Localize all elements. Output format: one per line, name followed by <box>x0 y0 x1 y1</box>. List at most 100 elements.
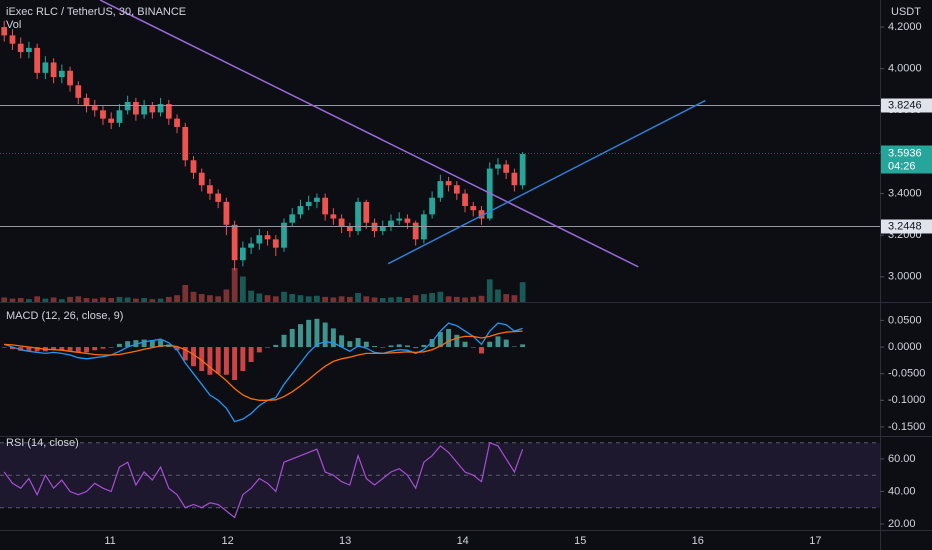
volume-bar <box>346 296 353 302</box>
candle-body <box>363 201 370 223</box>
volume-bar <box>100 297 106 302</box>
volume-bar <box>165 296 172 302</box>
histogram-bar <box>1 347 7 348</box>
volume-bar <box>34 296 41 302</box>
volume-bar <box>157 298 164 302</box>
volume-bar <box>1 297 8 302</box>
volume-bar <box>429 292 436 302</box>
histogram-bar <box>182 347 188 361</box>
volume-bar <box>264 295 271 302</box>
histogram-bar <box>520 344 526 348</box>
macd-line <box>4 322 523 423</box>
candle-body <box>511 172 518 186</box>
candle-body <box>124 101 131 111</box>
x-tick-label: 13 <box>339 535 351 547</box>
histogram-bar <box>388 345 394 348</box>
volume-bar <box>248 290 254 302</box>
histogram-bar <box>470 347 476 348</box>
histogram-bar <box>207 347 213 375</box>
volume-bar <box>379 298 386 302</box>
histogram-bar <box>133 340 139 348</box>
candle-body <box>281 222 287 248</box>
histogram-bar <box>240 347 246 372</box>
y-tick-label: 0.0000 <box>888 341 922 353</box>
volume-bar <box>396 296 403 302</box>
histogram-bar <box>413 347 419 349</box>
trend-line <box>99 0 639 268</box>
volume-bar <box>50 297 57 302</box>
candle-body <box>412 222 419 240</box>
level-label-box <box>881 219 932 234</box>
volume-bar <box>42 298 49 302</box>
histogram-bar <box>372 345 377 348</box>
histogram-bar <box>18 347 24 351</box>
last-price-box <box>881 145 932 174</box>
histogram-bar <box>100 347 106 349</box>
histogram-bar <box>454 334 460 348</box>
x-tick-label: 14 <box>457 535 469 547</box>
candle-body <box>198 172 205 186</box>
histogram-bar <box>421 344 427 348</box>
volume-bar <box>26 299 32 302</box>
histogram-bar <box>26 347 32 352</box>
volume-bar <box>174 295 180 302</box>
histogram-bar <box>289 328 295 348</box>
volume-bar <box>495 289 501 302</box>
x-tick-label: 12 <box>221 535 233 547</box>
histogram-bar <box>75 347 81 353</box>
y-tick-label: 60.00 <box>888 453 916 465</box>
candle-body <box>388 220 394 227</box>
candle-body <box>264 235 271 240</box>
histogram-bar <box>281 334 287 348</box>
histogram-bar <box>248 347 254 362</box>
candle-body <box>190 160 197 173</box>
candle-body <box>50 62 57 78</box>
x-tick-label: 11 <box>104 535 115 547</box>
volume-bar <box>141 298 147 302</box>
candle-body <box>174 118 180 127</box>
candle-body <box>83 97 90 107</box>
histogram-bar <box>223 347 229 375</box>
volume-bar <box>231 268 238 302</box>
volume-bar <box>519 282 526 302</box>
histogram-bar <box>339 335 345 348</box>
volume-bar <box>388 297 394 302</box>
histogram-bar <box>116 343 122 348</box>
candle-body <box>42 62 49 73</box>
volume-bar <box>305 296 312 302</box>
volume-bar <box>149 299 156 302</box>
volume-bar <box>75 296 82 302</box>
candle-body <box>182 126 189 161</box>
candle-body <box>289 214 296 223</box>
candle-body <box>338 218 345 227</box>
histogram-bar <box>174 347 180 351</box>
candle-body <box>314 197 320 202</box>
y-tick-label: -0.0500 <box>888 368 925 380</box>
candle-body <box>1 27 8 36</box>
candle-body <box>17 43 24 53</box>
candle-body <box>58 70 65 78</box>
candle-body <box>379 226 386 232</box>
y-tick-label: 4.2000 <box>888 21 922 33</box>
candle-body <box>470 206 477 211</box>
volume-bar <box>363 296 370 302</box>
candle-body <box>91 106 98 111</box>
candle-body <box>495 164 501 169</box>
histogram-bar <box>503 339 509 348</box>
trend-line <box>387 99 706 265</box>
unit-label: USDT <box>891 6 921 18</box>
chart-title: iExec RLC / TetherUS, 30, BINANCE <box>6 6 186 18</box>
volume-bar <box>445 296 452 302</box>
candle-body <box>305 201 312 207</box>
histogram-bar <box>273 344 279 348</box>
volume-bar <box>9 298 16 302</box>
volume-bar <box>281 291 287 302</box>
histogram-bar <box>487 341 493 348</box>
axes: 111213141516173.00003.20003.40003.60003.… <box>104 21 932 547</box>
histogram-bar <box>363 341 369 348</box>
candle-body <box>207 185 213 194</box>
histogram-bar <box>511 346 517 348</box>
histogram-bar <box>84 347 89 353</box>
